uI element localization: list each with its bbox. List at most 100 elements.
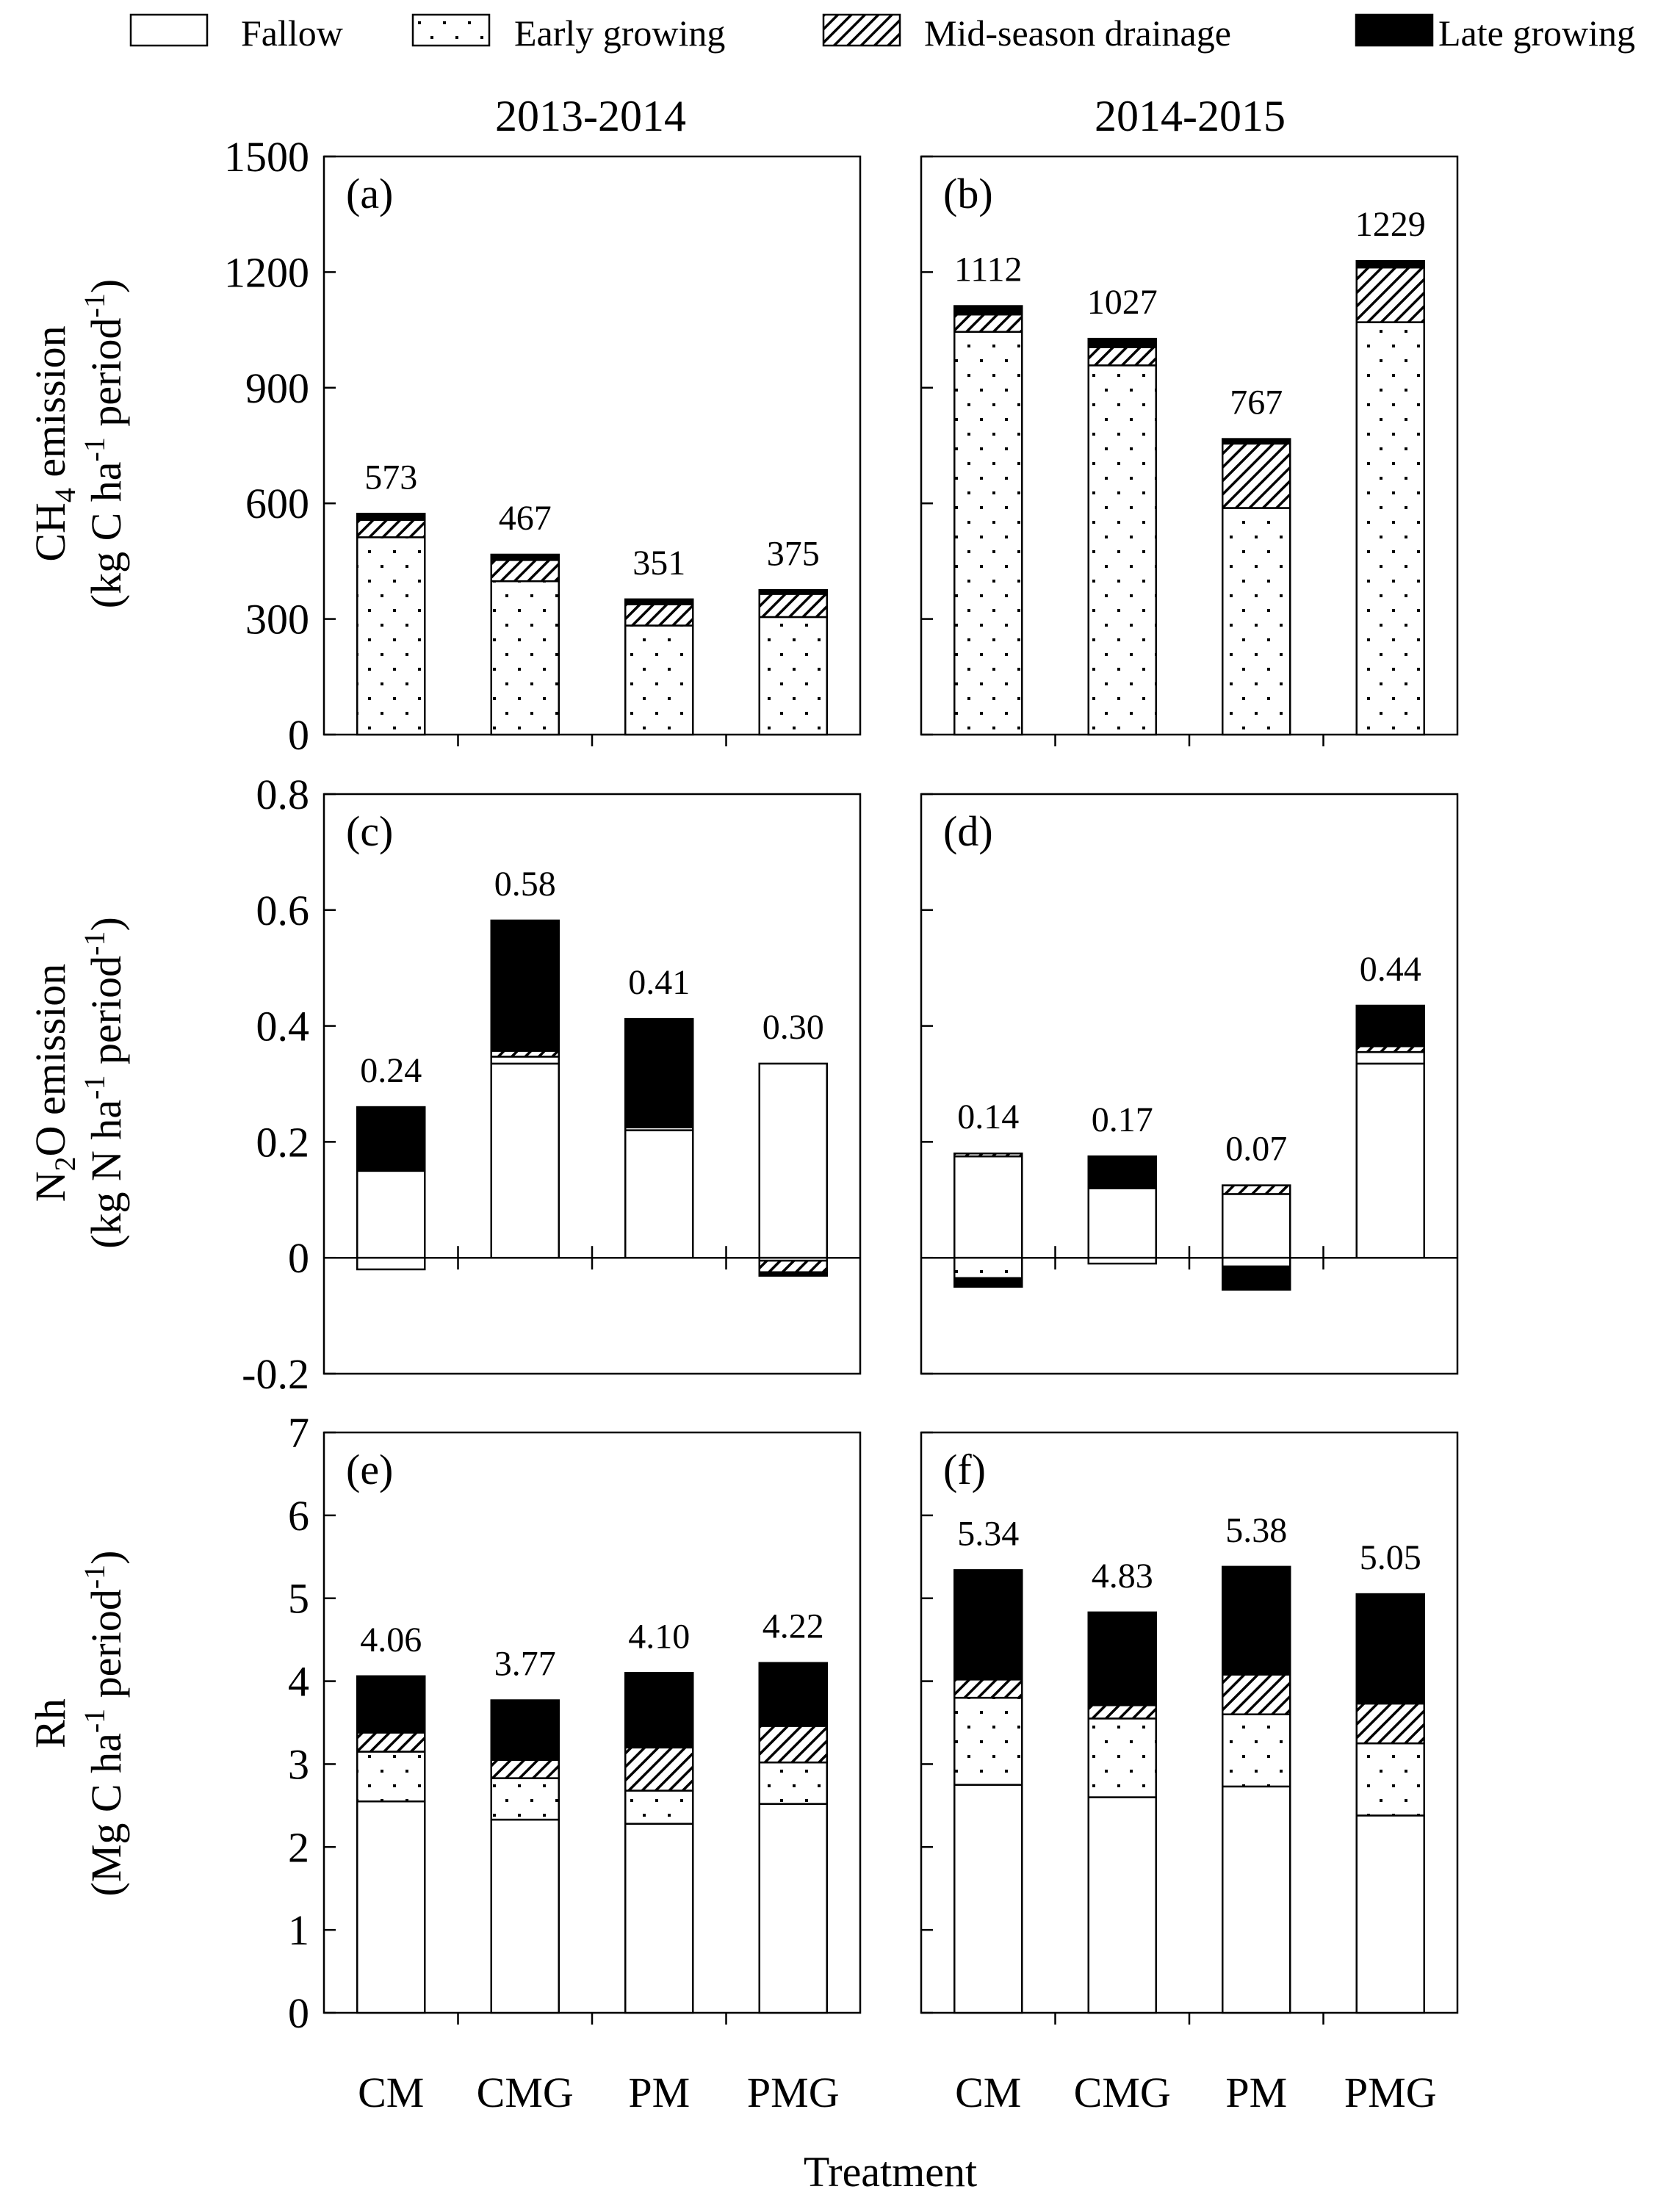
y-tick-label: 0	[288, 1234, 309, 1282]
panel-a: 0 300 600 900 1200 1500 (a) 573 467 351 375	[224, 133, 862, 759]
x-category-label-pmg: PMG	[1344, 2069, 1437, 2116]
bar-cmg-early-growing	[490, 580, 560, 736]
bar-cm-late-growing	[953, 1569, 1023, 1681]
bar-cm-fallow	[953, 1155, 1023, 1259]
panel-label: (a)	[346, 170, 393, 217]
total-label-pmg: 5.05	[1360, 1538, 1421, 1577]
x-category-label-pm: PM	[1225, 2069, 1287, 2116]
panel-d: (d) 0.14 0.17 0.07 0.44	[920, 793, 1459, 1375]
bar-pmg-late-growing	[1355, 259, 1425, 269]
bar-cm-early-growing	[356, 1751, 426, 1803]
y-tick-label: 6	[288, 1492, 309, 1540]
y-tick-label: 0	[288, 711, 309, 759]
bar-cm-late-growing	[953, 305, 1023, 316]
bar-cmg-fallow	[490, 1062, 560, 1259]
bar-pm-mid-season-drainage	[624, 1746, 694, 1792]
bar-cmg-late-growing	[490, 553, 560, 561]
legend: Fallow Early growing Mid-season drainage…	[129, 12, 1635, 54]
ylabel-rh-line1: Rh	[26, 1698, 74, 1748]
y-tick-label: 7	[288, 1409, 309, 1457]
total-label-pm: 0.41	[628, 963, 690, 1002]
total-label-cm: 5.34	[957, 1514, 1019, 1553]
total-label-pmg: 375	[767, 534, 820, 573]
total-label-cm: 1112	[954, 250, 1022, 289]
legend-swatch-late-growing	[1355, 13, 1434, 47]
bar-pm-mid-season-drainage	[1222, 1673, 1291, 1715]
bar-pm-late-growing	[624, 1672, 694, 1749]
y-tick-label: 5	[288, 1575, 309, 1623]
total-label-pm: 4.10	[628, 1617, 690, 1656]
bar-pm-mid-season-drainage	[1222, 1184, 1291, 1195]
bar-pm-late-growing	[624, 1017, 694, 1128]
bar-cmg-late-growing	[490, 919, 560, 1052]
panel-e: 0 1 2 3 4 5 6 7 (e) 4.06 CM 3.77 CMG 4.10 PM 4.22 PMG	[288, 1409, 862, 2116]
y-tick-label: 0.8	[256, 771, 310, 818]
bar-pmg-mid-season-drainage	[758, 1259, 828, 1274]
bar-pmg-late-growing	[758, 589, 828, 595]
x-category-label-cm: CM	[358, 2069, 424, 2116]
y-tick-label: 900	[245, 364, 309, 412]
bar-pm-mid-season-drainage	[1222, 442, 1291, 509]
ylabel-ch4-line2: (kg C ha-1 period-1)	[78, 279, 130, 608]
y-tick-label: 0.4	[256, 1003, 310, 1050]
x-category-label-cm: CM	[955, 2069, 1021, 2116]
total-label-cmg: 0.58	[494, 865, 556, 904]
y-tick-label: 0	[288, 1989, 309, 2037]
total-label-cmg: 1027	[1087, 283, 1158, 322]
bar-pmg-mid-season-drainage	[758, 1725, 828, 1764]
bar-pm-late-growing	[1222, 1565, 1291, 1676]
bar-cm-mid-season-drainage	[953, 1679, 1023, 1699]
bar-pmg-late-growing	[758, 1662, 828, 1727]
bar-pmg-mid-season-drainage	[1355, 266, 1425, 323]
bar-cmg-early-growing	[1087, 1256, 1157, 1265]
panel-label: (e)	[346, 1446, 393, 1493]
panel-label: (b)	[943, 170, 993, 217]
bar-pmg-fallow	[1355, 1814, 1425, 2014]
bar-pm-fallow	[1222, 1785, 1291, 2014]
total-label-cmg: 467	[499, 499, 552, 538]
y-tick-label: 0.6	[256, 887, 310, 934]
panel-f: (f) 5.34 CM 4.83 CMG 5.38 PM 5.05 PMG	[920, 1431, 1459, 2116]
legend-swatch-fallow	[129, 13, 209, 47]
bar-cmg-late-growing	[1087, 1611, 1157, 1706]
bar-pmg-early-growing	[758, 616, 828, 736]
x-category-label-cmg: CMG	[1074, 2069, 1171, 2116]
y-tick-label: 4	[288, 1658, 309, 1706]
bar-pmg-late-growing	[758, 1271, 828, 1277]
legend-item-mid-season-drainage: Mid-season drainage	[822, 12, 1231, 54]
ylabel-rh-line2: (Mg C ha-1 period-1)	[78, 1551, 130, 1897]
bar-cm-fallow	[356, 1800, 426, 2014]
bar-cm-mid-season-drainage	[356, 1731, 426, 1753]
panel-c: -0.2 0 0.2 0.4 0.6 0.8 (c) 0.24 0.58 0.41 0.30	[242, 771, 862, 1398]
bar-pm-late-growing	[624, 598, 694, 605]
bar-pm-early-growing	[624, 624, 694, 736]
total-label-pmg: 4.22	[763, 1607, 824, 1646]
bar-cmg-early-growing	[490, 1056, 560, 1065]
x-category-label-pmg: PMG	[747, 2069, 840, 2116]
panel-label: (f)	[943, 1446, 986, 1493]
total-label-pm: 767	[1230, 383, 1283, 422]
y-tick-label: 1200	[224, 248, 309, 296]
legend-label-early-growing: Early growing	[514, 12, 725, 54]
total-label-cm: 0.24	[360, 1051, 422, 1090]
bar-pm-fallow	[624, 1129, 694, 1259]
bar-pmg-late-growing	[1355, 1593, 1425, 1705]
total-label-cm: 0.14	[957, 1097, 1019, 1136]
bar-cm-early-growing	[356, 536, 426, 736]
panel-label: (d)	[943, 807, 993, 855]
bar-cm-early-growing	[356, 1256, 426, 1271]
total-label-pm: 0.07	[1225, 1130, 1287, 1169]
panel-b: (b) 1112 1027 767 1229	[920, 155, 1459, 746]
bar-cmg-early-growing	[1087, 1717, 1157, 1798]
bar-cmg-late-growing	[1087, 1155, 1157, 1189]
total-label-pmg: 0.44	[1360, 950, 1421, 989]
bar-cm-early-growing	[953, 1256, 1023, 1280]
ylabel-n2o-line1: N2O emission	[26, 964, 82, 1203]
y-tick-label: 3	[288, 1740, 309, 1788]
bar-cmg-mid-season-drainage	[1087, 346, 1157, 367]
bar-cm-late-growing	[356, 513, 426, 522]
legend-item-early-growing: Early growing	[411, 12, 725, 54]
bar-pm-early-growing	[624, 1789, 694, 1825]
total-label-cm: 4.06	[360, 1621, 422, 1659]
legend-item-late-growing: Late growing	[1355, 12, 1635, 54]
